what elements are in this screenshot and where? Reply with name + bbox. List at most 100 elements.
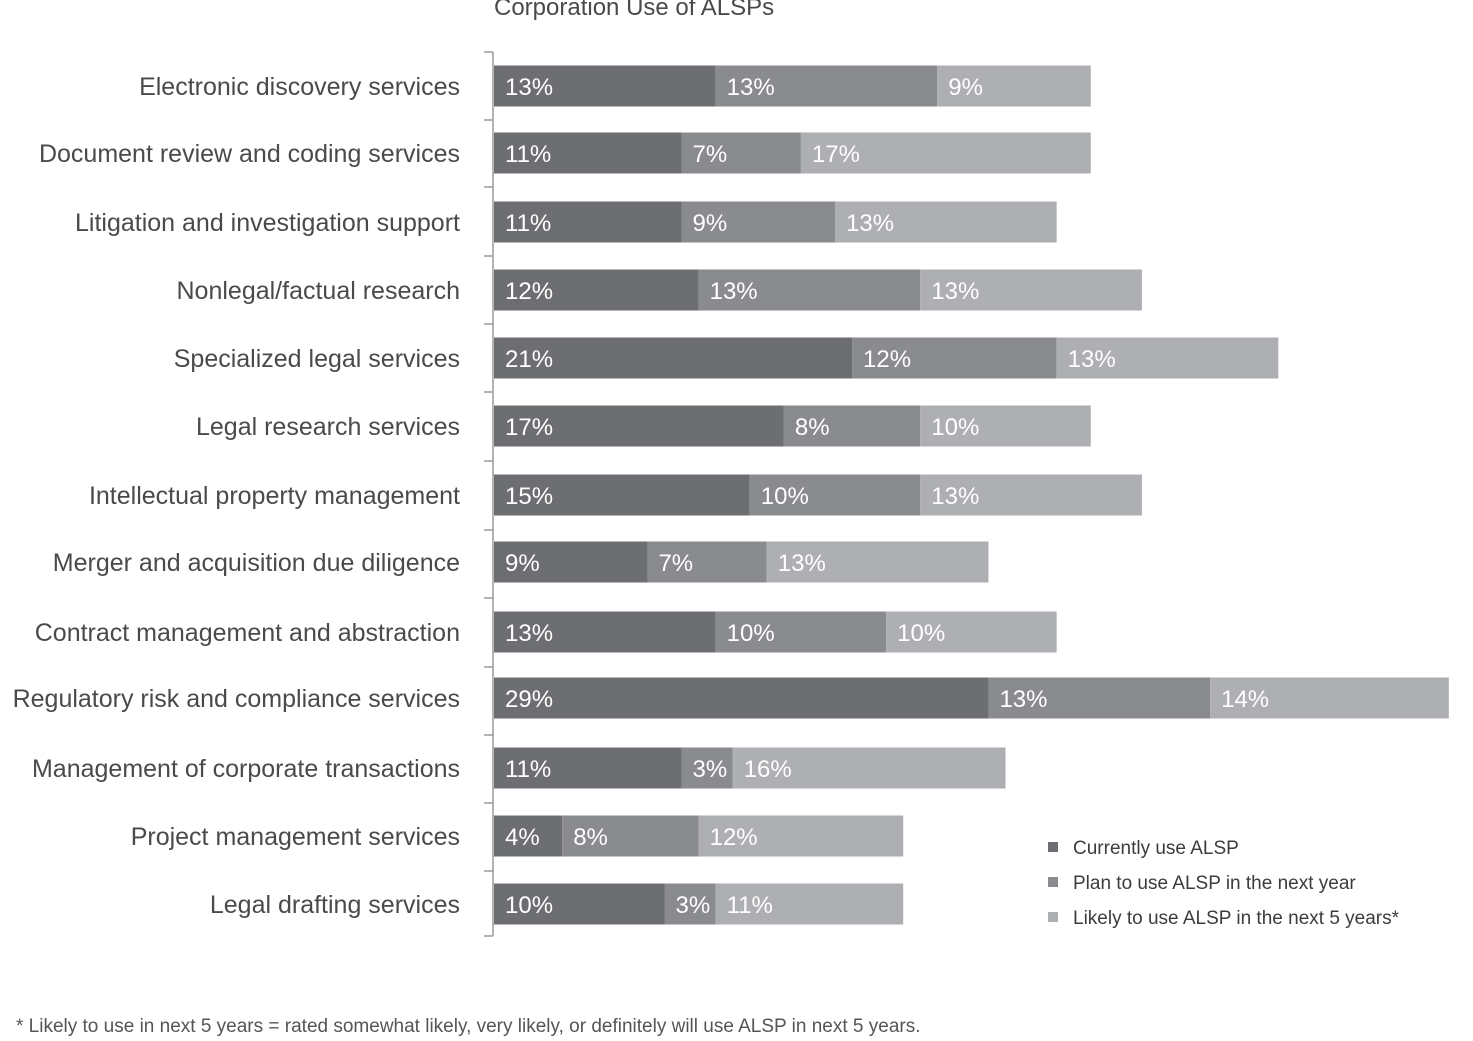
bar-value-label: 11% — [727, 892, 773, 919]
category-label: Electronic discovery services — [139, 73, 460, 101]
bar-segment — [494, 474, 750, 516]
bar-segment — [494, 405, 784, 447]
category-label: Management of corporate transactions — [32, 755, 460, 783]
bar-segment — [494, 815, 563, 857]
bar-value-label: 10% — [505, 892, 553, 919]
bar-segment — [494, 677, 989, 719]
bar-value-label: 15% — [505, 483, 553, 510]
category-label: Document review and coding services — [39, 140, 460, 168]
bar-value-label: 16% — [744, 756, 792, 783]
bar-value-label: 7% — [658, 550, 693, 577]
bar-segment — [494, 883, 665, 925]
category-label: Regulatory risk and compliance services — [13, 685, 460, 713]
bar-segment — [920, 405, 1091, 447]
bar-value-label: 4% — [505, 824, 540, 851]
bar-segment — [681, 132, 801, 174]
bar-value-label: 12% — [863, 346, 911, 373]
bar-value-label: 13% — [999, 686, 1047, 713]
bar-value-label: 21% — [505, 346, 553, 373]
bar-segment — [494, 201, 682, 243]
legend-swatch — [1048, 877, 1058, 887]
bar-value-label: 13% — [931, 483, 979, 510]
bar-segment — [920, 269, 1142, 311]
bar-value-label: 17% — [505, 414, 553, 441]
bar-value-label: 3% — [676, 892, 711, 919]
bar-value-label: 9% — [505, 550, 540, 577]
bar-segment — [920, 474, 1142, 516]
category-label: Nonlegal/factual research — [177, 277, 461, 305]
category-label: Specialized legal services — [174, 345, 460, 373]
bar-value-label: 13% — [710, 278, 758, 305]
bar-value-label: 29% — [505, 686, 553, 713]
bar-segment — [698, 269, 921, 311]
bar-value-label: 13% — [727, 74, 775, 101]
bar-value-label: 8% — [573, 824, 608, 851]
bar-segment — [715, 883, 904, 925]
category-label: Intellectual property management — [89, 482, 460, 510]
bar-value-label: 9% — [948, 74, 983, 101]
bar-segment — [783, 405, 921, 447]
bar-value-label: 13% — [778, 550, 826, 577]
bar-value-label: 14% — [1221, 686, 1269, 713]
bar-segment — [749, 474, 921, 516]
bar-value-label: 3% — [693, 756, 728, 783]
bar-segment — [988, 677, 1211, 719]
bar-segment — [494, 337, 853, 379]
bar-value-label: 13% — [931, 278, 979, 305]
bar-segment — [852, 337, 1057, 379]
bar-value-label: 10% — [761, 483, 809, 510]
bar-segment — [494, 611, 716, 653]
bar-segment — [1210, 677, 1449, 719]
bar-segment — [732, 747, 1006, 789]
bar-segment — [715, 65, 938, 107]
bar-segment — [647, 541, 767, 583]
bar-segment — [494, 269, 699, 311]
bar-segment — [1056, 337, 1279, 379]
legend-label: Likely to use ALSP in the next 5 years* — [1073, 908, 1400, 929]
bar-segment — [494, 132, 682, 174]
bar-value-label: 9% — [693, 210, 728, 237]
bar-value-label: 13% — [846, 210, 894, 237]
bar-segment — [494, 65, 716, 107]
legend-swatch — [1048, 912, 1058, 922]
bar-value-label: 12% — [505, 278, 553, 305]
legend-label: Plan to use ALSP in the next year — [1073, 873, 1356, 894]
bar-segment — [937, 65, 1091, 107]
bar-segment — [766, 541, 989, 583]
bar-value-label: 13% — [505, 74, 553, 101]
bar-segment — [494, 747, 682, 789]
bar-segment — [681, 201, 835, 243]
bar-segment — [886, 611, 1057, 653]
bar-segment — [664, 883, 716, 925]
category-label: Contract management and abstraction — [35, 619, 460, 647]
bar-value-label: 7% — [693, 141, 728, 168]
bar-segment — [715, 611, 887, 653]
bar-value-label: 11% — [505, 210, 551, 237]
bar-segment — [681, 747, 733, 789]
category-label: Legal drafting services — [210, 891, 460, 919]
category-label: Merger and acquisition due diligence — [53, 549, 460, 577]
bar-segment — [562, 815, 699, 857]
legend-swatch — [1048, 842, 1058, 852]
bar-value-label: 13% — [505, 620, 553, 647]
bar-segment — [494, 541, 648, 583]
bar-value-label: 11% — [505, 141, 551, 168]
bar-segment — [835, 201, 1057, 243]
bar-value-label: 10% — [897, 620, 945, 647]
chart-title: Corporation Use of ALSPs — [494, 0, 775, 21]
category-label: Litigation and investigation support — [75, 209, 460, 237]
bar-value-label: 10% — [727, 620, 775, 647]
bar-segment — [800, 132, 1091, 174]
bar-value-label: 13% — [1068, 346, 1116, 373]
category-label: Project management services — [131, 823, 460, 851]
legend-label: Currently use ALSP — [1073, 838, 1239, 859]
category-label: Legal research services — [196, 413, 460, 441]
bar-segment — [698, 815, 904, 857]
bar-value-label: 10% — [931, 414, 979, 441]
footnote: * Likely to use in next 5 years = rated … — [16, 1016, 921, 1037]
bar-value-label: 11% — [505, 756, 551, 783]
bar-value-label: 12% — [710, 824, 758, 851]
bar-value-label: 17% — [812, 141, 860, 168]
bar-value-label: 8% — [795, 414, 830, 441]
